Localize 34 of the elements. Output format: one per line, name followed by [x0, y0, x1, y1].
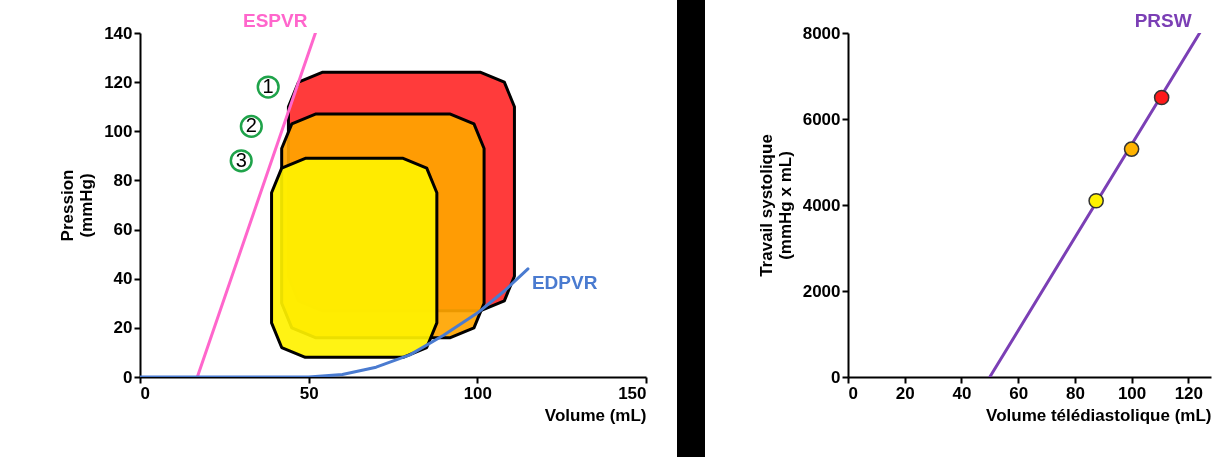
series-label: EDPVR: [531, 271, 598, 293]
x-tick-label: 80: [1065, 383, 1085, 403]
y-tick-label: 80: [113, 170, 133, 190]
y-tick-label: 0: [831, 367, 841, 387]
y-tick-label: 120: [104, 72, 133, 92]
y-axis-title: Travail systolique (mmHg x mL): [756, 134, 795, 277]
x-tick-label: 0: [140, 383, 150, 403]
y-tick-label: 140: [104, 23, 133, 43]
y-tick-label: 8000: [802, 23, 841, 43]
y-tick-label: 6000: [802, 109, 841, 129]
y-tick-label: 100: [104, 121, 133, 141]
y-tick-label: 40: [113, 269, 133, 289]
x-axis-title: Volume (mL): [544, 405, 647, 425]
y-tick-label: 20: [113, 318, 133, 338]
x-tick-label: 120: [1174, 383, 1203, 403]
x-axis-title: Volume télédiastolique (mL): [986, 405, 1212, 425]
x-tick-label: 0: [848, 383, 858, 403]
annotation: 1: [262, 75, 274, 98]
series-label: ESPVR: [242, 10, 308, 31]
y-tick-label: 0: [123, 367, 133, 387]
x-tick-label: 20: [895, 383, 915, 403]
y-axis-title: Pression (mmHg): [58, 169, 97, 242]
x-tick-label: 40: [952, 383, 972, 403]
x-tick-label: 60: [1009, 383, 1029, 403]
x-tick-label: 100: [463, 383, 493, 403]
x-tick-label: 150: [618, 383, 647, 403]
x-tick-label: 100: [1117, 383, 1147, 403]
y-tick-label: 4000: [802, 195, 841, 215]
series-label: PRSW: [1134, 10, 1192, 31]
annotation: 3: [235, 148, 247, 171]
y-tick-label: 60: [113, 220, 133, 240]
annotation: 2: [245, 114, 257, 137]
y-tick-label: 2000: [802, 281, 841, 301]
x-tick-label: 50: [299, 383, 319, 403]
